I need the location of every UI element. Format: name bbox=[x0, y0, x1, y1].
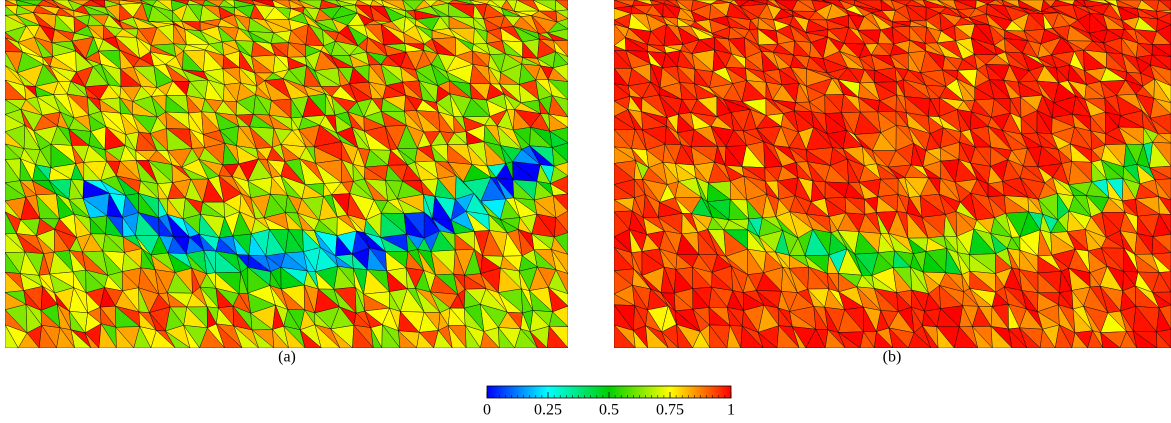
mesh-image-b bbox=[614, 0, 1171, 348]
tick-label: 0 bbox=[483, 402, 491, 419]
tick-label: 1 bbox=[727, 402, 735, 419]
tick-label: 0.25 bbox=[534, 402, 562, 419]
panel-caption: (b) bbox=[883, 349, 902, 366]
tick-label: 0.75 bbox=[656, 402, 684, 419]
panel-caption: (a) bbox=[278, 349, 296, 366]
mesh-image-a bbox=[5, 0, 568, 348]
tick-label: 0.5 bbox=[599, 402, 619, 419]
